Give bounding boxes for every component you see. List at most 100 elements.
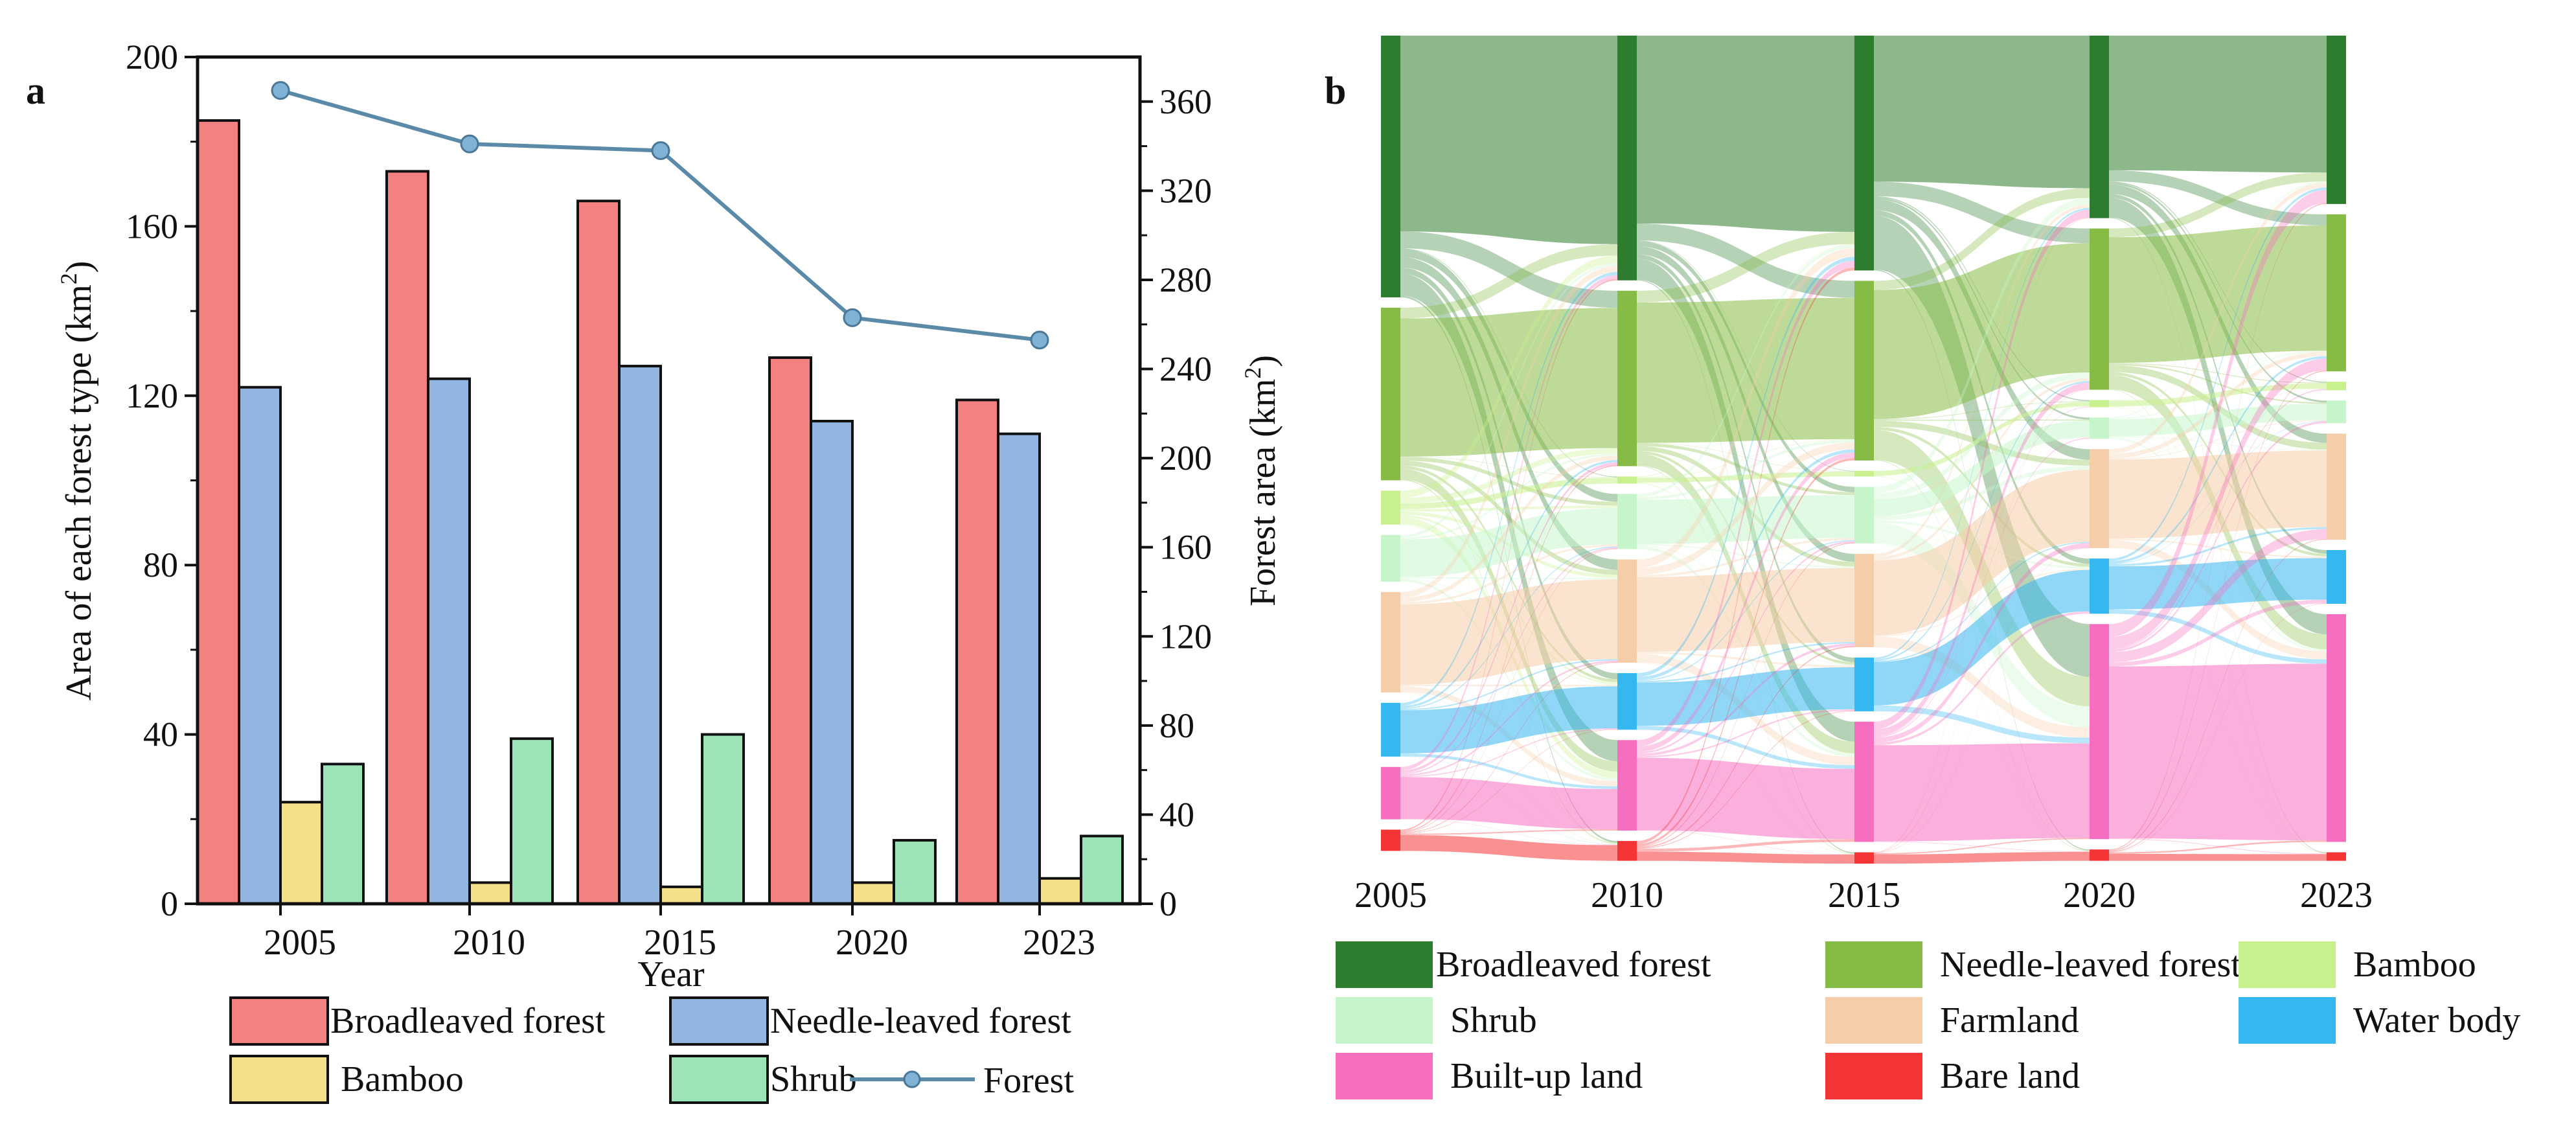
legend-b: Broadleaved forest Needle-leaved forest Ba…	[1336, 941, 2520, 1099]
flow-2020-shrub-to-farmland	[2109, 436, 2327, 451]
flow-2020-water-body-to-shrub	[2109, 420, 2327, 564]
flow-2010-built-up-land-to-farmland	[1637, 643, 1854, 757]
bar-broadleaved-forest-2015	[576, 200, 621, 906]
legend-marker-forest	[903, 1070, 921, 1088]
flow-2005-farmland-to-broadleaved-forest	[1400, 266, 1617, 598]
flow-2005-needle-leaved-forest-to-shrub	[1400, 457, 1617, 506]
x-tick-label-2023: 2023	[1023, 923, 1095, 963]
node-2010-bare-land	[1617, 841, 1637, 861]
flow-2010-bare-land-to-shrub	[1637, 542, 1854, 847]
flow-2005-built-up-land-to-water-body	[1400, 728, 1617, 777]
node-2005-shrub	[1381, 534, 1400, 582]
flow-2020-bare-land-to-farmland	[2109, 538, 2327, 853]
flow-2020-needle-leaved-forest-to-bamboo	[2109, 363, 2327, 384]
flow-2005-needle-leaved-forest-to-bamboo	[1400, 456, 1617, 478]
flow-2015-needle-leaved-forest-to-farmland	[1874, 420, 2090, 466]
flow-2010-needle-leaved-forest-to-bare-land	[1637, 465, 1854, 854]
legend-swatch-broadleaved-forest	[1336, 941, 1433, 988]
flow-2015-bare-land-to-needle-leaved-forest	[1874, 389, 2090, 853]
flow-2005-farmland-to-needle-leaved-forest	[1400, 455, 1617, 603]
flow-2010-bare-land-to-bare-land	[1637, 851, 1854, 864]
y-tick-label-right: 40	[1159, 795, 1194, 834]
bar-broadleaved-forest-2023	[955, 398, 999, 905]
flow-2005-built-up-land-to-shrub	[1400, 547, 1617, 775]
flow-2005-bamboo-to-bamboo	[1400, 477, 1617, 509]
flow-2005-shrub-to-farmland	[1400, 577, 1617, 580]
legend-label-water-body: Water body	[2353, 1000, 2520, 1040]
bar-shrub-2020	[893, 838, 937, 905]
flow-2010-water-body-to-shrub	[1637, 540, 1854, 682]
forest-point-2005	[271, 81, 290, 100]
flow-2010-farmland-to-farmland	[1637, 568, 1854, 652]
flow-2015-farmland-to-needle-leaved-forest	[1874, 378, 2090, 560]
node-2020-farmland	[2090, 449, 2109, 549]
flow-2005-built-up-land-to-bare-land	[1400, 819, 1617, 845]
flow-2010-needle-leaved-forest-to-needle-leaved-forest	[1637, 297, 1854, 443]
flow-2020-bamboo-to-broadleaved-forest	[2109, 181, 2327, 401]
flow-2005-needle-leaved-forest-to-water-body	[1400, 465, 1617, 682]
flow-2020-built-up-land-to-water-body	[2109, 599, 2327, 667]
bar-bamboo-2023	[1038, 877, 1082, 906]
node-2023-bare-land	[2327, 852, 2346, 861]
flow-2020-water-body-to-water-body	[2109, 558, 2327, 610]
node-2023-water-body	[2327, 550, 2346, 604]
flow-2010-bamboo-to-needle-leaved-forest	[1637, 439, 1854, 478]
legend-a: Broadleaved forest Needle-leaved forest Ba…	[229, 996, 1074, 1104]
node-2020-needle-leaved-forest	[2090, 228, 2109, 390]
forest-point-2010	[460, 134, 479, 154]
legend-swatch-shrub	[669, 1055, 769, 1104]
flow-2005-water-body-to-broadleaved-forest	[1400, 271, 1617, 706]
flow-2010-built-up-land-to-shrub	[1637, 541, 1854, 754]
flow-2015-shrub-to-needle-leaved-forest	[1874, 373, 2090, 499]
flow-2020-built-up-land-to-needle-leaved-forest	[2109, 358, 2327, 649]
bar-needle-leaved-forest-2005	[238, 385, 282, 905]
flow-2010-broadleaved-forest-to-broadleaved-forest	[1637, 36, 1854, 232]
flow-2010-needle-leaved-forest-to-bamboo	[1637, 442, 1854, 472]
flow-2020-needle-leaved-forest-to-bare-land	[2109, 389, 2327, 854]
flow-2020-water-body-to-needle-leaved-forest	[2109, 356, 2327, 564]
flow-2010-farmland-to-needle-leaved-forest	[1637, 442, 1854, 575]
flow-2005-farmland-to-farmland	[1400, 579, 1617, 685]
panel-b-label: b	[1325, 69, 1346, 112]
flow-2020-built-up-land-to-farmland	[2109, 529, 2327, 663]
flow-2015-farmland-to-farmland	[1874, 470, 2090, 636]
node-2005-built-up-land	[1381, 766, 1400, 820]
node-2005-water-body	[1381, 702, 1400, 757]
flow-2005-water-body-to-shrub	[1400, 546, 1617, 709]
flow-2015-farmland-to-built-up-land	[1874, 636, 2090, 738]
flow-2005-needle-leaved-forest-to-farmland	[1400, 461, 1617, 575]
flow-2005-water-body-to-farmland	[1400, 659, 1617, 711]
legend-label-bamboo: Bamboo	[341, 1059, 464, 1099]
flow-2010-bare-land-to-needle-leaved-forest	[1637, 458, 1854, 847]
flow-2005-broadleaved-forest-to-bare-land	[1400, 295, 1617, 843]
flow-2010-built-up-land-to-broadleaved-forest	[1637, 260, 1854, 747]
flow-2010-water-body-to-broadleaved-forest	[1637, 257, 1854, 677]
bar-bamboo-2010	[468, 881, 512, 905]
y-tick-label-right: 360	[1159, 82, 1212, 121]
flow-2005-bare-land-to-broadleaved-forest	[1400, 279, 1617, 831]
x-tick-label-2020: 2020	[836, 923, 908, 963]
x-tick-label-2010: 2010	[453, 923, 525, 963]
flow-2015-built-up-land-to-bare-land	[1874, 841, 2090, 852]
flow-2005-farmland-to-shrub	[1400, 544, 1617, 604]
flow-2005-bare-land-to-needle-leaved-forest	[1400, 465, 1617, 833]
flow-2015-needle-leaved-forest-to-needle-leaved-forest	[1874, 243, 2090, 419]
flow-2005-broadleaved-forest-to-needle-leaved-forest	[1400, 231, 1617, 308]
y-tick-label-right: 80	[1159, 706, 1194, 745]
flow-2015-shrub-to-bare-land	[1874, 543, 2090, 852]
flow-2005-water-body-to-water-body	[1400, 686, 1617, 753]
flow-2020-water-body-to-farmland	[2109, 527, 2327, 567]
flow-2010-broadleaved-forest-to-bare-land	[1637, 279, 1854, 854]
flow-2010-needle-leaved-forest-to-broadleaved-forest	[1637, 231, 1854, 303]
y-tick-label-left: 40	[143, 715, 178, 754]
flow-2015-water-body-to-water-body	[1874, 569, 2090, 706]
flow-2010-bare-land-to-water-body	[1637, 710, 1854, 849]
flow-2015-water-body-to-broadleaved-forest	[1874, 207, 2090, 660]
node-2015-shrub	[1854, 487, 1874, 544]
legend-label-needle-leaved-forest: Needle-leaved forest	[770, 1001, 1071, 1041]
node-2005-bare-land	[1381, 829, 1400, 851]
flow-2015-built-up-land-to-needle-leaved-forest	[1874, 382, 2090, 737]
flow-2005-shrub-to-built-up-land	[1400, 579, 1617, 781]
node-2023-built-up-land	[2327, 614, 2346, 842]
flow-2020-broadleaved-forest-to-broadleaved-forest	[2109, 36, 2327, 173]
